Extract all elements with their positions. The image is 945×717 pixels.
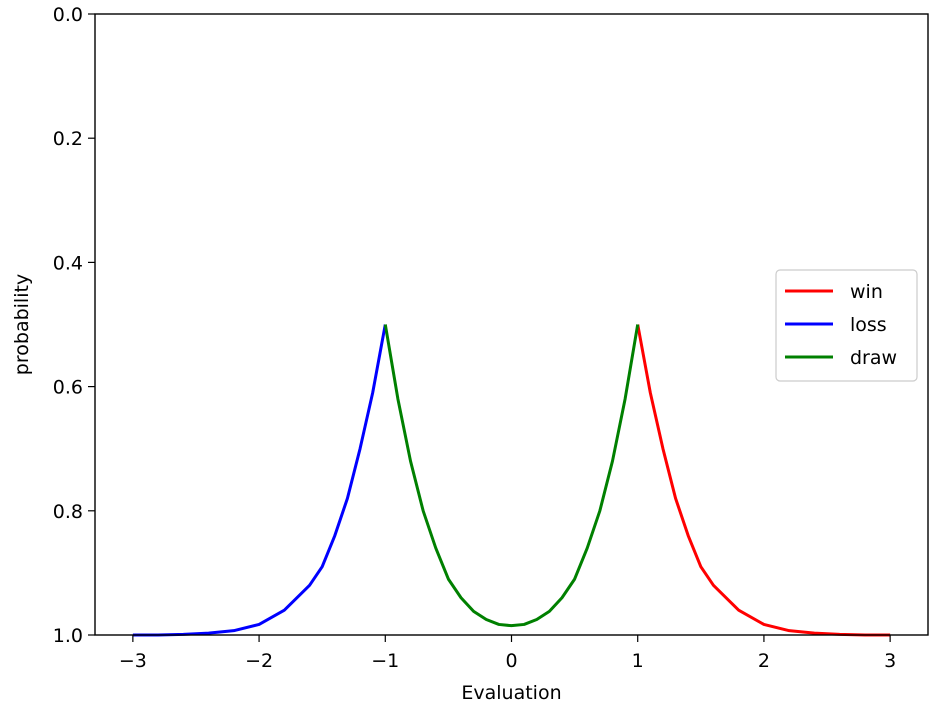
legend-box bbox=[775, 269, 918, 382]
x-axis-label: Evaluation bbox=[461, 682, 561, 704]
series-line-loss bbox=[132, 324, 387, 637]
legend-label-loss: loss bbox=[850, 314, 887, 336]
legend-label-draw: draw bbox=[850, 347, 897, 369]
x-tick-label: 1 bbox=[632, 650, 644, 672]
legend: win loss draw bbox=[775, 269, 918, 382]
series-line-win bbox=[636, 324, 891, 637]
y-tick-label: 0.0 bbox=[53, 4, 83, 26]
y-tick-label: 1.0 bbox=[53, 625, 83, 647]
y-tick-label: 0.2 bbox=[53, 128, 83, 150]
x-ticks: −3 −2 −1 0 1 2 3 bbox=[119, 635, 896, 672]
series-layer bbox=[132, 324, 891, 637]
y-tick-label: 0.6 bbox=[53, 377, 83, 399]
y-tick-label: 0.8 bbox=[53, 501, 83, 523]
y-ticks: 0.0 0.2 0.4 0.6 0.8 1.0 bbox=[53, 4, 95, 647]
x-tick-label: −3 bbox=[119, 650, 147, 672]
x-tick-label: 2 bbox=[758, 650, 770, 672]
x-tick-label: −1 bbox=[371, 650, 399, 672]
x-tick-label: 3 bbox=[884, 650, 896, 672]
y-tick-label: 0.4 bbox=[53, 252, 83, 274]
x-tick-label: −2 bbox=[245, 650, 273, 672]
legend-label-win: win bbox=[850, 281, 883, 303]
x-tick-label: 0 bbox=[505, 650, 517, 672]
y-axis-label: probability bbox=[11, 274, 33, 375]
series-line-draw bbox=[383, 324, 640, 628]
